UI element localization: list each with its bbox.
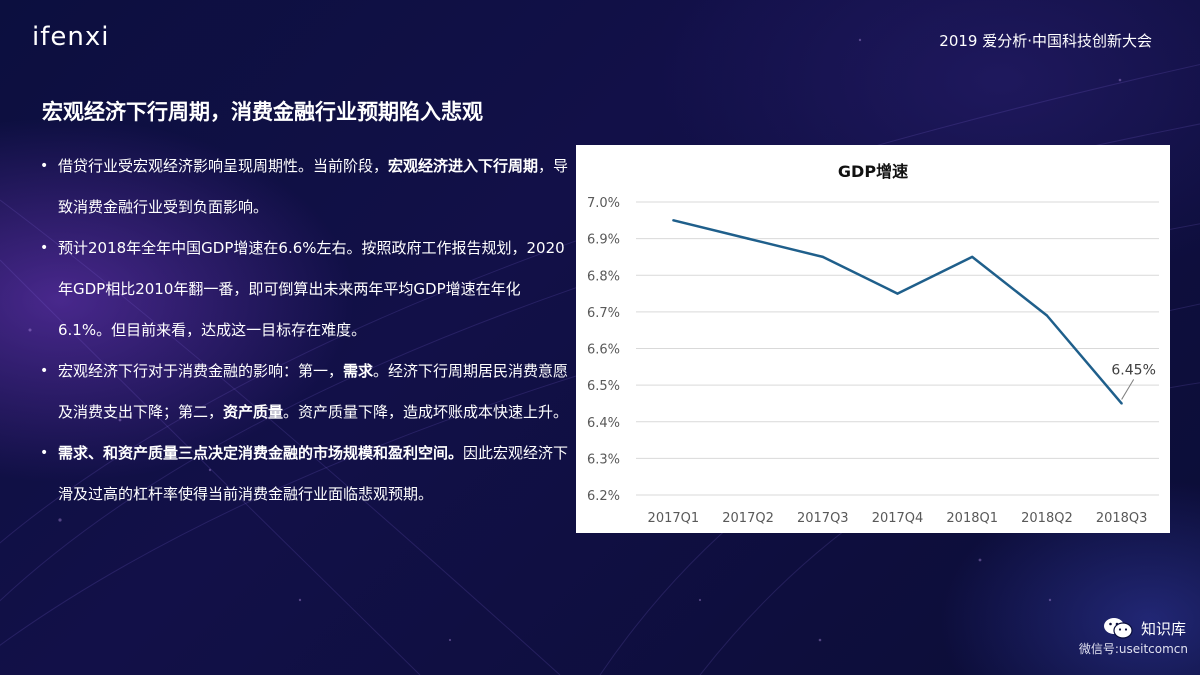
y-tick-label: 7.0% <box>587 196 620 211</box>
data-point <box>821 255 824 259</box>
wechat-icon <box>1103 618 1133 639</box>
y-tick-label: 6.7% <box>587 306 620 321</box>
x-tick-label: 2018Q2 <box>1021 511 1073 526</box>
y-tick-label: 6.5% <box>587 379 620 394</box>
x-tick-label: 2018Q3 <box>1096 511 1148 526</box>
data-point <box>1045 314 1049 317</box>
data-point <box>746 237 750 240</box>
x-tick-label: 2017Q2 <box>722 511 774 526</box>
x-tick-label: 2018Q1 <box>946 511 998 526</box>
gdp-chart-panel: GDP增速 6.2% 6.3% 6.4% 6.5% 6.6% 6.7% 6.8% 6.9% 7.… <box>576 145 1170 533</box>
x-tick-label: 2017Q1 <box>648 511 700 526</box>
data-point <box>1120 402 1123 405</box>
data-point <box>672 219 675 222</box>
bullet-text: 宏观经济下行对于消费金融的影响：第一， <box>58 362 344 380</box>
wechat-id: 微信号:useitcomcn <box>1078 642 1188 656</box>
y-tick-label: 6.3% <box>587 452 620 467</box>
y-tick-label: 6.8% <box>587 269 620 284</box>
bullet-list: 借贷行业受宏观经济影响呈现周期性。当前阶段，宏观经济进入下行周期，导致消费金融行… <box>40 146 570 515</box>
annotation-leader <box>1121 379 1135 400</box>
data-label: 6.45% <box>1111 362 1155 378</box>
y-tick-label: 6.2% <box>587 489 620 504</box>
bullet-text: 。经济下行周期居民消费意愿及消费支出下降；第二， <box>58 362 569 421</box>
x-tick-label: 2017Q3 <box>797 511 849 526</box>
bullet-bold: 需求 <box>343 362 374 380</box>
bullet-item: 借贷行业受宏观经济影响呈现周期性。当前阶段，宏观经济进入下行周期，导致消费金融行… <box>40 146 570 228</box>
page-title: 宏观经济下行周期，消费金融行业预期陷入悲观 <box>42 100 483 124</box>
bullet-text: 预计2018年全年中国GDP增速在6.6%左右。按照政府工作报告规划，2020年… <box>58 239 565 339</box>
y-tick-label: 6.4% <box>587 416 620 431</box>
footer-brand: 知识库 <box>1103 616 1186 640</box>
bullet-item: 预计2018年全年中国GDP增速在6.6%左右。按照政府工作报告规划，2020年… <box>40 228 570 351</box>
ifenxi-logo: ifenxi <box>32 22 110 52</box>
bullet-bold: 资产质量 <box>223 403 284 421</box>
data-point <box>971 255 974 259</box>
bullet-text: 因此宏观经济下滑及过高的杠杆率使得当前消费金融行业面临悲观预期。 <box>58 444 569 503</box>
conference-title: 2019 爱分析·中国科技创新大会 <box>939 32 1152 50</box>
bullet-item: 需求、和资产质量三点决定消费金融的市场规模和盈利空间。因此宏观经济下滑及过高的杠… <box>40 433 570 515</box>
y-tick-label: 6.9% <box>587 233 620 248</box>
bullet-text: 借贷行业受宏观经济影响呈现周期性。当前阶段， <box>58 157 389 175</box>
y-tick-label: 6.6% <box>587 343 620 358</box>
data-point <box>896 292 899 295</box>
bullet-bold: 需求、和资产质量三点决定消费金融的市场规模和盈利空间。 <box>58 444 464 462</box>
bullet-bold: 宏观经济进入下行周期 <box>388 157 539 175</box>
gdp-line-chart: GDP增速 6.2% 6.3% 6.4% 6.5% 6.6% 6.7% 6.8% 6.9% 7.… <box>587 162 1159 526</box>
brand-name: 知识库 <box>1140 619 1186 638</box>
bullet-text: ，导致消费金融行业受到负面影响。 <box>58 157 569 216</box>
chart-title: GDP增速 <box>838 162 908 181</box>
bullet-item: 宏观经济下行对于消费金融的影响：第一，需求。经济下行周期居民消费意愿及消费支出下… <box>40 351 570 433</box>
bullet-text: 。资产质量下降，造成坏账成本快速上升。 <box>283 403 569 421</box>
x-tick-label: 2017Q4 <box>872 511 924 526</box>
